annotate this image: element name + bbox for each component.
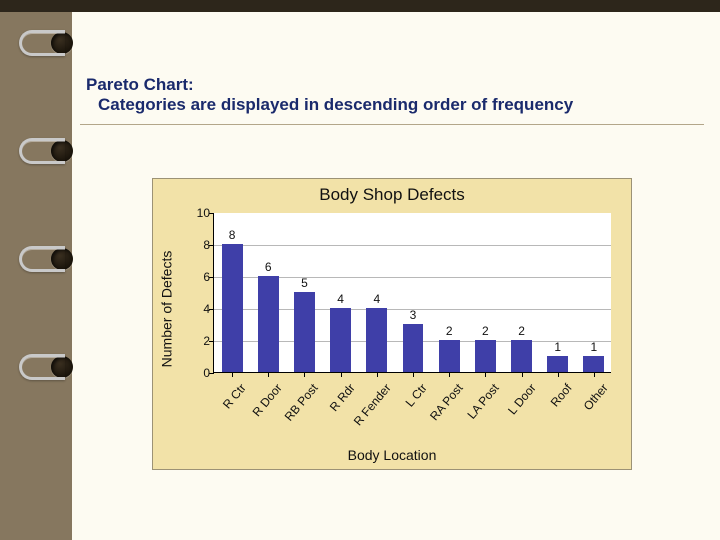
heading-rule: [80, 124, 704, 125]
bar-value-label: 6: [258, 260, 279, 274]
bar-value-label: 2: [475, 324, 496, 338]
x-tick-mark: [232, 372, 233, 377]
pareto-chart: Body Shop Defects Number of Defects 0246…: [152, 178, 632, 470]
bar-value-label: 8: [222, 228, 243, 242]
x-tick-mark: [377, 372, 378, 377]
bar: 5: [294, 292, 315, 372]
heading-line-2: Categories are displayed in descending o…: [86, 95, 696, 115]
binder-rings: [25, 20, 73, 452]
bar: 2: [511, 340, 532, 372]
y-tick-label: 0: [188, 366, 210, 380]
binder-ring: [25, 344, 73, 392]
x-tick-mark: [304, 372, 305, 377]
binder-ring: [25, 128, 73, 176]
bar-value-label: 5: [294, 276, 315, 290]
slide-frame: Pareto Chart: Categories are displayed i…: [0, 0, 720, 540]
bar: 8: [222, 244, 243, 372]
chart-title: Body Shop Defects: [153, 185, 631, 205]
bar-value-label: 4: [366, 292, 387, 306]
bar: 2: [475, 340, 496, 372]
bar-value-label: 2: [439, 324, 460, 338]
y-axis-label: Number of Defects: [157, 239, 175, 379]
bar-value-label: 1: [547, 340, 568, 354]
bar: 6: [258, 276, 279, 372]
heading-line-1: Pareto Chart:: [86, 75, 696, 95]
bar: 2: [439, 340, 460, 372]
binder-ring: [25, 236, 73, 284]
y-tick-label: 2: [188, 334, 210, 348]
top-edge-strip: [0, 0, 720, 12]
x-tick-mark: [558, 372, 559, 377]
x-tick-mark: [522, 372, 523, 377]
bar: 1: [547, 356, 568, 372]
y-tick-label: 6: [188, 270, 210, 284]
bar: 3: [403, 324, 424, 372]
x-tick-mark: [413, 372, 414, 377]
x-tick-mark: [485, 372, 486, 377]
bar: 1: [583, 356, 604, 372]
y-tick-label: 4: [188, 302, 210, 316]
x-tick-mark: [341, 372, 342, 377]
bar: 4: [366, 308, 387, 372]
binder-ring: [25, 20, 73, 68]
slide-heading: Pareto Chart: Categories are displayed i…: [86, 75, 696, 115]
x-axis-label: Body Location: [153, 447, 631, 463]
bar: 4: [330, 308, 351, 372]
x-tick-mark: [268, 372, 269, 377]
y-tick-label: 8: [188, 238, 210, 252]
y-tick-label: 10: [188, 206, 210, 220]
plot-area: 02468108R Ctr6R Door5RB Post4R Rdr4R Fen…: [213, 213, 611, 373]
bar-value-label: 2: [511, 324, 532, 338]
bar-value-label: 3: [403, 308, 424, 322]
gridline: [214, 245, 611, 246]
bar-value-label: 1: [583, 340, 604, 354]
bar-value-label: 4: [330, 292, 351, 306]
x-tick-mark: [594, 372, 595, 377]
x-tick-mark: [449, 372, 450, 377]
